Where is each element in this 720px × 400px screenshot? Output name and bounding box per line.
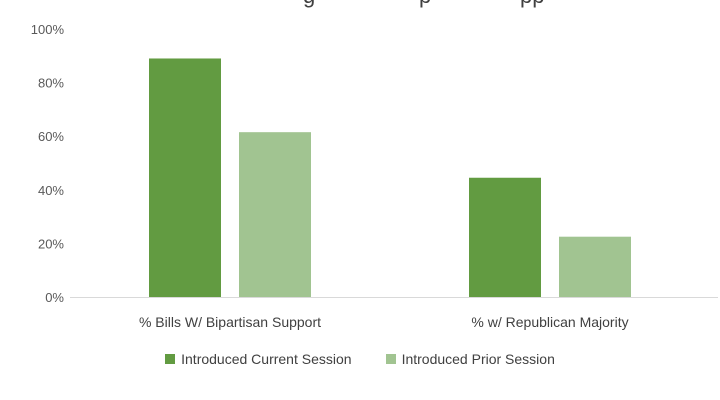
y-tick-label: 80% xyxy=(38,76,64,91)
y-tick-label: 100% xyxy=(31,22,65,37)
bar-current-0 xyxy=(149,58,221,298)
legend-swatch-current xyxy=(165,354,176,364)
legend-item-prior: Introduced Prior Session xyxy=(385,351,555,367)
y-tick-label: 0% xyxy=(45,290,64,305)
legend: Introduced Current Session Introduced Pr… xyxy=(0,351,720,367)
x-axis-categories: % Bills W/ Bipartisan Support % w/ Republ… xyxy=(139,314,629,330)
bar-current-1 xyxy=(469,177,541,297)
y-tick-label: 60% xyxy=(38,129,64,144)
bar-prior-0 xyxy=(239,132,311,297)
chart-title-fragment: p xyxy=(419,0,431,8)
legend-label-current: Introduced Current Session xyxy=(181,351,352,367)
x-category-label: % Bills W/ Bipartisan Support xyxy=(139,314,321,330)
legend-swatch-prior xyxy=(385,354,396,364)
y-tick-label: 20% xyxy=(38,236,64,251)
legend-label-prior: Introduced Prior Session xyxy=(401,351,555,367)
x-category-label: % w/ Republican Majority xyxy=(471,314,628,330)
bar-prior-1 xyxy=(559,236,631,297)
chart-title-partial: gppp xyxy=(303,0,544,8)
chart-title-fragment: g xyxy=(303,0,315,8)
chart-title-fragment: pp xyxy=(520,0,544,8)
bars xyxy=(149,58,631,298)
y-tick-label: 40% xyxy=(38,183,64,198)
legend-item-current: Introduced Current Session xyxy=(165,351,352,367)
bar-chart: gppp 0%20%40%60%80%100% % Bills W/ Bipar… xyxy=(31,0,718,330)
y-axis-ticks: 0% 20% 40% 60% 80% 100% xyxy=(31,22,65,305)
